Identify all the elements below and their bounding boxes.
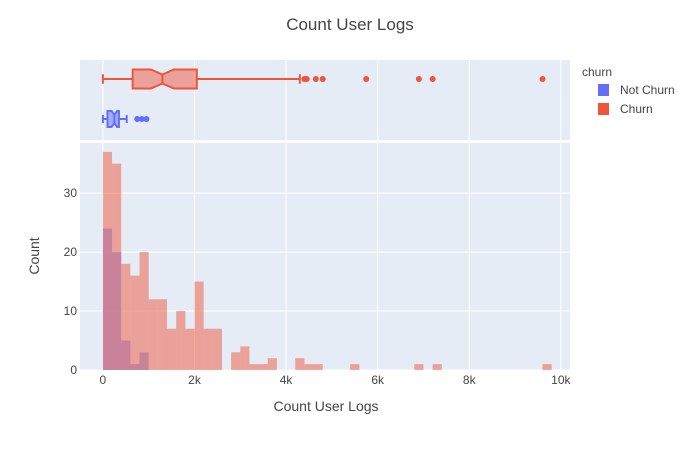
legend-swatch <box>598 84 609 96</box>
legend-label: Churn <box>620 102 653 116</box>
histogram-bar <box>121 263 131 370</box>
box-plot <box>101 110 150 128</box>
histogram-bar <box>167 328 177 370</box>
box-outlier-point <box>429 76 436 82</box>
box-plot <box>101 68 546 90</box>
histogram-bar <box>240 346 250 370</box>
histogram-bar <box>203 328 213 370</box>
histogram-bar <box>148 299 158 370</box>
box-plot-panel <box>80 60 570 140</box>
chart-title: Count User Logs <box>286 15 414 34</box>
box-outlier-point <box>303 76 310 82</box>
box-outlier-point <box>312 76 319 82</box>
box-outlier-point <box>319 76 326 82</box>
histogram-bar <box>542 364 552 370</box>
legend-swatch <box>598 103 609 115</box>
legend-title: churn <box>582 65 612 79</box>
box-outlier-point <box>138 116 145 122</box>
y-tick-label: 0 <box>70 363 77 377</box>
x-tick-label: 0 <box>100 373 107 387</box>
histogram-bar <box>304 364 314 370</box>
box-body <box>106 110 120 128</box>
box-outlier-point <box>143 116 150 122</box>
box-outlier-point <box>134 116 141 122</box>
box-outlier-point <box>539 76 546 82</box>
histogram-bar <box>185 328 195 370</box>
histogram-bar <box>212 328 222 370</box>
legend-item[interactable]: Not Churn <box>598 83 675 97</box>
histogram-bar <box>432 364 442 370</box>
histogram-bar <box>130 275 140 370</box>
histogram-bar <box>231 352 241 370</box>
box-body <box>131 68 198 90</box>
legend[interactable]: churn Not Churn Churn <box>582 65 675 116</box>
histogram-bar <box>112 163 122 370</box>
histogram-bar <box>157 299 168 370</box>
histogram-bar <box>414 364 424 370</box>
histogram-bar <box>194 281 204 370</box>
histogram-bar <box>139 252 149 370</box>
x-tick-label: 4k <box>280 373 294 387</box>
legend-item[interactable]: Churn <box>598 102 653 116</box>
histogram-bar <box>249 364 259 370</box>
histogram-bar <box>258 364 268 370</box>
legend-label: Not Churn <box>620 83 675 97</box>
histogram-panel <box>80 143 570 371</box>
y-tick-label: 20 <box>64 245 78 259</box>
x-tick-label: 8k <box>463 373 477 387</box>
x-tick-label: 10k <box>551 373 571 387</box>
x-axis-title: Count User Logs <box>273 398 378 414</box>
axes: 0 2k 4k 6k 8k 10k 0 10 20 30 <box>64 186 572 387</box>
histogram-bar <box>295 358 305 370</box>
x-tick-label: 6k <box>371 373 385 387</box>
histogram-bar <box>102 151 113 370</box>
y-tick-label: 10 <box>64 304 78 318</box>
box-outlier-point <box>415 76 422 82</box>
y-tick-label: 30 <box>64 186 78 200</box>
histogram-bar <box>350 364 360 370</box>
x-tick-label: 2k <box>188 373 202 387</box>
box-outlier-point <box>363 76 370 82</box>
histogram-bar <box>267 358 277 370</box>
histogram-bar <box>313 364 323 370</box>
histogram-bar <box>176 311 186 370</box>
y-axis-title: Count <box>26 237 42 274</box>
